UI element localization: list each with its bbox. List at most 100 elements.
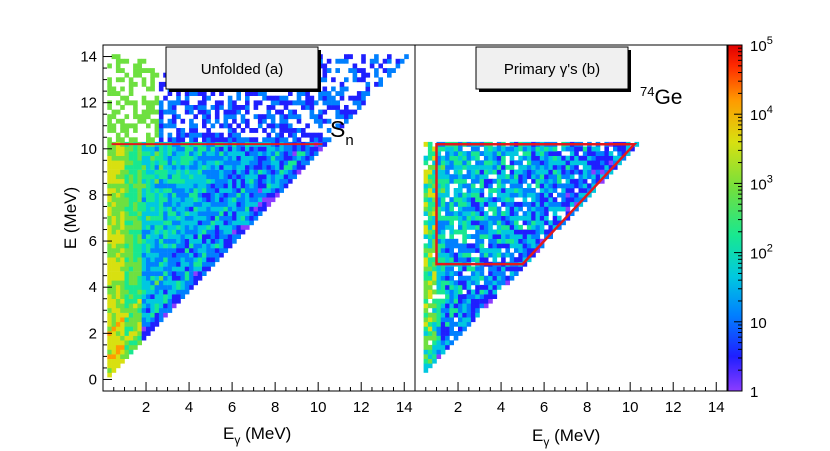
heatmap-cell xyxy=(539,174,545,180)
heatmap-cell xyxy=(296,160,302,166)
heatmap-cell xyxy=(453,155,459,161)
heatmap-cell xyxy=(154,211,160,216)
heatmap-cell xyxy=(128,178,134,184)
heatmap-cell xyxy=(193,174,198,180)
heatmap-cell xyxy=(171,238,177,244)
heatmap-cell xyxy=(189,137,194,143)
heatmap-cell xyxy=(193,201,198,207)
heatmap-cell xyxy=(128,257,134,263)
heatmap-cell xyxy=(115,192,121,198)
heatmap-cell xyxy=(245,100,250,106)
heatmap-cell xyxy=(120,284,125,290)
heatmap-cell xyxy=(266,197,272,203)
heatmap-cell xyxy=(249,151,254,156)
heatmap-cell xyxy=(582,160,588,166)
heatmap-cell xyxy=(475,308,480,313)
heatmap-cell xyxy=(591,146,596,152)
heatmap-cell xyxy=(210,137,216,143)
heatmap-cell xyxy=(279,118,284,124)
heatmap-cell xyxy=(133,344,138,350)
heatmap-cell xyxy=(214,238,220,244)
heatmap-cell xyxy=(458,266,463,272)
heatmap-cell xyxy=(458,201,463,207)
heatmap-cell xyxy=(137,252,142,258)
heatmap-cell xyxy=(296,164,302,170)
heatmap-cell xyxy=(501,197,506,203)
heatmap-cell xyxy=(352,95,358,101)
heatmap-cell xyxy=(544,220,549,226)
heatmap-cell xyxy=(608,151,614,156)
heatmap-cell xyxy=(107,137,112,143)
heatmap-cell xyxy=(309,109,315,115)
heatmap-cell xyxy=(488,151,493,156)
heatmap-cell xyxy=(475,164,480,170)
heatmap-cell xyxy=(111,160,117,166)
heatmap-cell xyxy=(522,146,528,152)
heatmap-cell xyxy=(158,151,164,156)
heatmap-cell xyxy=(445,188,450,193)
heatmap-cell xyxy=(167,229,173,235)
heatmap-cell xyxy=(427,155,433,161)
heatmap-cell xyxy=(253,151,259,156)
heatmap-cell xyxy=(492,206,498,212)
heatmap-cell xyxy=(124,146,130,152)
heatmap-cell xyxy=(526,238,532,244)
heatmap-cell xyxy=(449,243,454,249)
heatmap-cell xyxy=(111,335,117,341)
heatmap-cell xyxy=(146,271,151,276)
heatmap-cell xyxy=(257,91,263,96)
heatmap-cell xyxy=(141,188,147,193)
heatmap-cell xyxy=(475,155,480,161)
heatmap-cell xyxy=(488,289,493,295)
heatmap-cell xyxy=(526,229,532,235)
heatmap-cell xyxy=(210,160,216,166)
heatmap-cell xyxy=(449,238,454,244)
heatmap-cell xyxy=(262,151,267,156)
heatmap-cell xyxy=(427,183,433,189)
heatmap-cell xyxy=(378,81,383,87)
heatmap-cell xyxy=(115,344,121,350)
heatmap-cell xyxy=(227,151,233,156)
heatmap-cell xyxy=(202,192,207,198)
heatmap-cell xyxy=(262,183,267,189)
heatmap-cell xyxy=(141,321,147,327)
heatmap-cell xyxy=(257,188,263,193)
heatmap-cell xyxy=(111,284,117,290)
heatmap-cell xyxy=(288,151,293,156)
heatmap-cell xyxy=(505,238,510,244)
heatmap-cell xyxy=(432,211,437,216)
heatmap-cell xyxy=(544,178,549,184)
heatmap-cell xyxy=(236,105,241,110)
heatmap-cell xyxy=(184,257,190,263)
heatmap-cell xyxy=(115,151,121,156)
heatmap-cell xyxy=(565,174,571,180)
heatmap-cell xyxy=(378,77,383,83)
heatmap-cell xyxy=(595,164,601,170)
heatmap-cell xyxy=(427,261,433,267)
heatmap-cell xyxy=(322,86,328,92)
heatmap-cell xyxy=(184,280,190,286)
heatmap-cell xyxy=(445,344,450,350)
heatmap-cell xyxy=(496,248,502,253)
heatmap-cell xyxy=(197,132,203,138)
heatmap-cell xyxy=(120,234,125,239)
y-axis-title: E (MeV) xyxy=(61,187,80,249)
heatmap-cell xyxy=(214,229,220,235)
heatmap-cell xyxy=(154,109,160,115)
heatmap-cell xyxy=(128,123,134,129)
heatmap-cell xyxy=(427,201,433,207)
heatmap-cell xyxy=(440,188,446,193)
heatmap-cell xyxy=(423,197,429,203)
heatmap-cell xyxy=(501,160,506,166)
heatmap-cell xyxy=(423,367,429,373)
heatmap-cell xyxy=(146,234,151,239)
heatmap-cell xyxy=(505,164,510,170)
heatmap-cell xyxy=(249,164,254,170)
heatmap-cell xyxy=(227,146,233,152)
heatmap-cell xyxy=(146,280,151,286)
heatmap-cell xyxy=(423,354,429,359)
heatmap-cell xyxy=(133,72,138,78)
heatmap-cell xyxy=(232,234,237,239)
heatmap-cell xyxy=(427,331,433,336)
heatmap-cell xyxy=(279,95,284,101)
